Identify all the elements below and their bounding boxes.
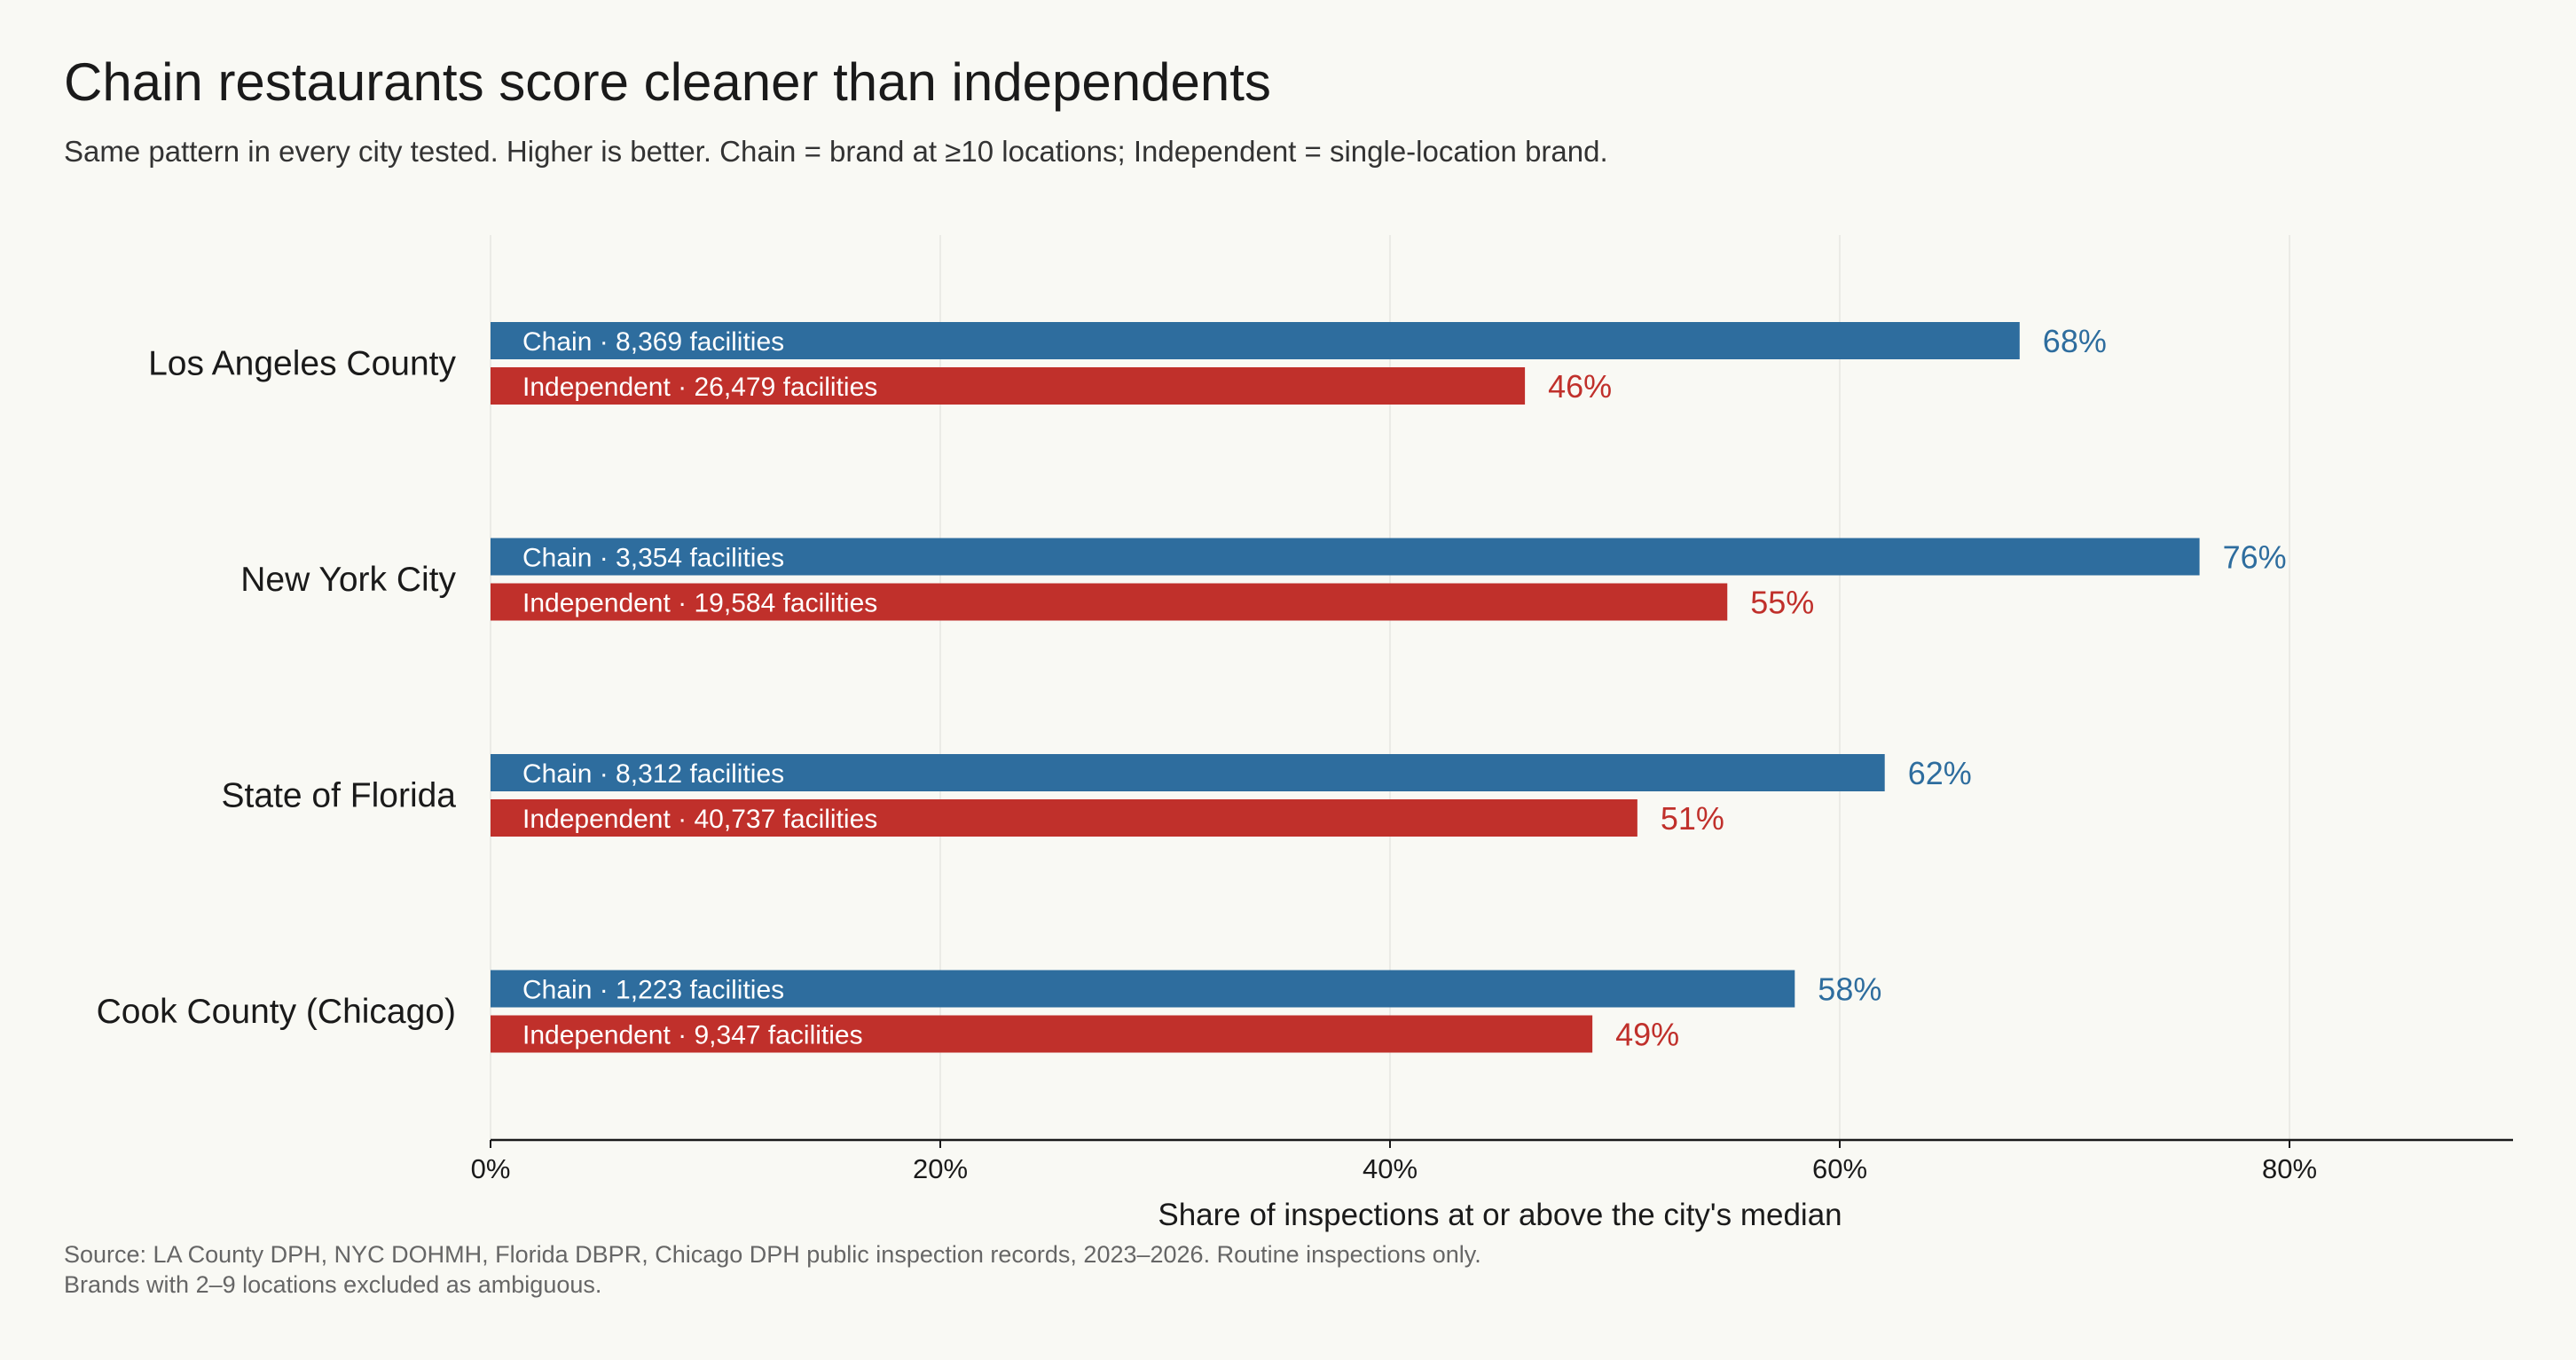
chain-value-label: 62% — [1908, 755, 1972, 791]
independent-value-label: 55% — [1750, 585, 1814, 621]
independent-bar — [491, 583, 1728, 621]
x-tick-label: 80% — [2262, 1153, 2317, 1184]
independent-bar-label: Independent · 9,347 facilities — [522, 1021, 863, 1050]
independent-value-label: 49% — [1615, 1017, 1679, 1053]
chain-bar — [491, 322, 2020, 359]
bars: Chain · 8,369 facilities 68% Independent ·… — [491, 322, 2287, 1053]
chain-bar-label: Chain · 8,312 facilities — [522, 759, 784, 789]
chain-value-label: 58% — [1818, 971, 1881, 1008]
chain-bar — [491, 754, 1885, 791]
x-tick-label: 0% — [471, 1153, 511, 1184]
category-labels: Los Angeles County New York City State of … — [97, 345, 457, 1032]
independent-bar-label: Independent · 26,479 facilities — [522, 373, 877, 402]
chart-title: Chain restaurants score cleaner than ind… — [64, 52, 1271, 112]
independent-value-label: 51% — [1661, 800, 1724, 837]
chart-subtitle: Same pattern in every city tested. Highe… — [64, 135, 1608, 168]
independent-bar — [491, 799, 1637, 837]
x-axis: 0% 20% 40% 60% 80% — [471, 1138, 2513, 1184]
category-label: Cook County (Chicago) — [97, 993, 456, 1031]
chain-bar-label: Chain · 1,223 facilities — [522, 976, 784, 1005]
x-axis-title: Share of inspections at or above the cit… — [1158, 1198, 1842, 1232]
source-note: Source: LA County DPH, NYC DOHMH, Florid… — [64, 1239, 1481, 1300]
independent-bar — [491, 367, 1526, 405]
source-note-line: Brands with 2–9 locations excluded as am… — [64, 1271, 602, 1298]
category-label: Los Angeles County — [148, 345, 456, 383]
independent-value-label: 46% — [1548, 368, 1612, 405]
independent-bar-label: Independent · 19,584 facilities — [522, 589, 877, 618]
chain-value-label: 68% — [2043, 323, 2107, 359]
chain-bar — [491, 970, 1795, 1008]
chain-bar-label: Chain · 8,369 facilities — [522, 327, 784, 357]
chain-bar — [491, 538, 2200, 576]
source-line: Source: LA County DPH, NYC DOHMH, Florid… — [64, 1241, 1481, 1268]
x-tick-label: 40% — [1363, 1153, 1418, 1184]
independent-bar — [491, 1015, 1593, 1053]
category-label: State of Florida — [222, 777, 457, 815]
x-tick-label: 20% — [913, 1153, 968, 1184]
independent-bar-label: Independent · 40,737 facilities — [522, 805, 877, 834]
x-tick-label: 60% — [1812, 1153, 1867, 1184]
chain-bar-label: Chain · 3,354 facilities — [522, 544, 784, 573]
category-label: New York City — [240, 561, 456, 599]
chain-value-label: 76% — [2223, 539, 2287, 576]
